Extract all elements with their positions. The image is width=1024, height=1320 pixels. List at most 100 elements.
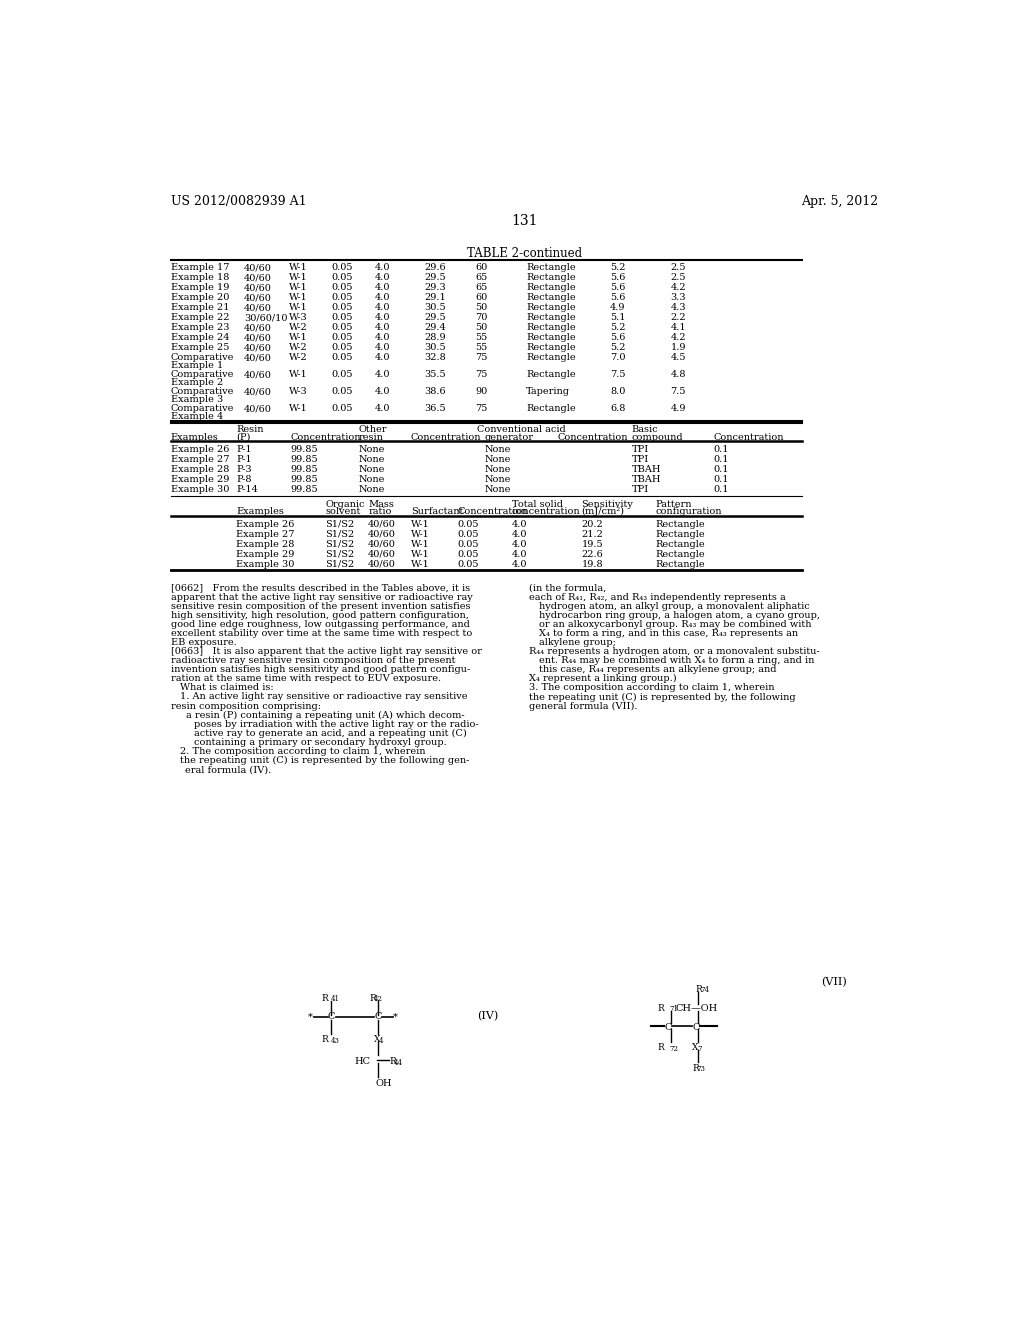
Text: 40/60: 40/60 — [245, 404, 272, 413]
Text: R: R — [657, 1043, 665, 1052]
Text: 0.05: 0.05 — [458, 540, 479, 549]
Text: None: None — [359, 455, 385, 463]
Text: 4.0: 4.0 — [375, 370, 390, 379]
Text: Rectangle: Rectangle — [526, 273, 575, 282]
Text: resin composition comprising:: resin composition comprising: — [171, 701, 321, 710]
Text: Rectangle: Rectangle — [526, 343, 575, 352]
Text: P-1: P-1 — [237, 445, 252, 454]
Text: Example 23: Example 23 — [171, 323, 229, 333]
Text: 40/60: 40/60 — [245, 323, 272, 333]
Text: 7.0: 7.0 — [610, 354, 626, 362]
Text: the repeating unit (C) is represented by the following gen-: the repeating unit (C) is represented by… — [180, 756, 469, 766]
Text: 4.0: 4.0 — [375, 284, 390, 292]
Text: P-1: P-1 — [237, 455, 252, 463]
Text: containing a primary or secondary hydroxyl group.: containing a primary or secondary hydrox… — [194, 738, 446, 747]
Text: configuration: configuration — [655, 507, 722, 516]
Text: 0.05: 0.05 — [458, 520, 479, 528]
Text: Example 29: Example 29 — [171, 475, 229, 484]
Text: 4.2: 4.2 — [671, 333, 686, 342]
Text: None: None — [484, 465, 511, 474]
Text: None: None — [484, 475, 511, 484]
Text: Rectangle: Rectangle — [655, 529, 705, 539]
Text: R: R — [389, 1057, 396, 1067]
Text: 4.0: 4.0 — [375, 263, 390, 272]
Text: Examples: Examples — [171, 433, 218, 441]
Text: None: None — [359, 484, 385, 494]
Text: or an alkoxycarbonyl group. R₄₃ may be combined with: or an alkoxycarbonyl group. R₄₃ may be c… — [539, 620, 811, 628]
Text: S1/S2: S1/S2 — [326, 540, 355, 549]
Text: 36.5: 36.5 — [424, 404, 445, 413]
Text: Rectangle: Rectangle — [526, 370, 575, 379]
Text: TPI: TPI — [632, 455, 649, 463]
Text: R: R — [322, 1035, 328, 1044]
Text: 55: 55 — [475, 333, 487, 342]
Text: 4: 4 — [379, 1038, 384, 1045]
Text: 4.0: 4.0 — [375, 404, 390, 413]
Text: 0.1: 0.1 — [713, 475, 729, 484]
Text: 131: 131 — [512, 214, 538, 228]
Text: Rectangle: Rectangle — [526, 304, 575, 312]
Text: R: R — [370, 994, 377, 1003]
Text: 29.1: 29.1 — [424, 293, 445, 302]
Text: 3. The composition according to claim 1, wherein: 3. The composition according to claim 1,… — [529, 684, 775, 693]
Text: Resin: Resin — [237, 425, 264, 434]
Text: TPI: TPI — [632, 484, 649, 494]
Text: 40/60: 40/60 — [245, 370, 272, 379]
Text: W-3: W-3 — [289, 387, 308, 396]
Text: CH—OH: CH—OH — [675, 1003, 718, 1012]
Text: 38.6: 38.6 — [424, 387, 445, 396]
Text: 0.05: 0.05 — [331, 370, 352, 379]
Text: 40/60: 40/60 — [245, 354, 272, 362]
Text: Example 2: Example 2 — [171, 378, 223, 387]
Text: 40/60: 40/60 — [369, 520, 396, 528]
Text: Basic: Basic — [632, 425, 658, 434]
Text: 50: 50 — [475, 304, 487, 312]
Text: 65: 65 — [475, 273, 487, 282]
Text: 0.1: 0.1 — [713, 465, 729, 474]
Text: 41: 41 — [331, 995, 339, 1003]
Text: Rectangle: Rectangle — [526, 354, 575, 362]
Text: Rectangle: Rectangle — [526, 284, 575, 292]
Text: W-1: W-1 — [411, 560, 430, 569]
Text: 5.2: 5.2 — [610, 263, 626, 272]
Text: Apr. 5, 2012: Apr. 5, 2012 — [801, 195, 879, 209]
Text: 22.6: 22.6 — [582, 549, 603, 558]
Text: 4.0: 4.0 — [375, 304, 390, 312]
Text: Mass: Mass — [369, 499, 394, 508]
Text: 0.1: 0.1 — [713, 455, 729, 463]
Text: Example 17: Example 17 — [171, 263, 229, 272]
Text: W-1: W-1 — [289, 370, 308, 379]
Text: S1/S2: S1/S2 — [326, 560, 355, 569]
Text: Example 28: Example 28 — [237, 540, 295, 549]
Text: high sensitivity, high resolution, good pattern configuration,: high sensitivity, high resolution, good … — [171, 611, 469, 619]
Text: W-1: W-1 — [289, 304, 308, 312]
Text: [0662]   From the results described in the Tables above, it is: [0662] From the results described in the… — [171, 583, 470, 593]
Text: Example 25: Example 25 — [171, 343, 229, 352]
Text: 4.8: 4.8 — [671, 370, 686, 379]
Text: invention satisfies high sensitivity and good pattern configu-: invention satisfies high sensitivity and… — [171, 665, 470, 675]
Text: W-2: W-2 — [289, 343, 308, 352]
Text: P-14: P-14 — [237, 484, 258, 494]
Text: W-3: W-3 — [289, 313, 308, 322]
Text: None: None — [359, 475, 385, 484]
Text: 99.85: 99.85 — [291, 484, 318, 494]
Text: compound: compound — [632, 433, 683, 441]
Text: 19.8: 19.8 — [582, 560, 603, 569]
Text: Example 22: Example 22 — [171, 313, 229, 322]
Text: 99.85: 99.85 — [291, 445, 318, 454]
Text: Comparative: Comparative — [171, 370, 234, 379]
Text: eral formula (IV).: eral formula (IV). — [184, 766, 270, 774]
Text: 99.85: 99.85 — [291, 475, 318, 484]
Text: C: C — [665, 1023, 672, 1032]
Text: W-1: W-1 — [289, 333, 308, 342]
Text: this case, R₄₄ represents an alkylene group; and: this case, R₄₄ represents an alkylene gr… — [539, 665, 776, 675]
Text: X₄ represent a linking group.): X₄ represent a linking group.) — [529, 675, 677, 684]
Text: None: None — [484, 445, 511, 454]
Text: 50: 50 — [475, 323, 487, 333]
Text: 90: 90 — [475, 387, 487, 396]
Text: 28.9: 28.9 — [424, 333, 445, 342]
Text: 29.5: 29.5 — [424, 313, 445, 322]
Text: Example 28: Example 28 — [171, 465, 229, 474]
Text: 40/60: 40/60 — [369, 529, 396, 539]
Text: 44: 44 — [394, 1059, 402, 1067]
